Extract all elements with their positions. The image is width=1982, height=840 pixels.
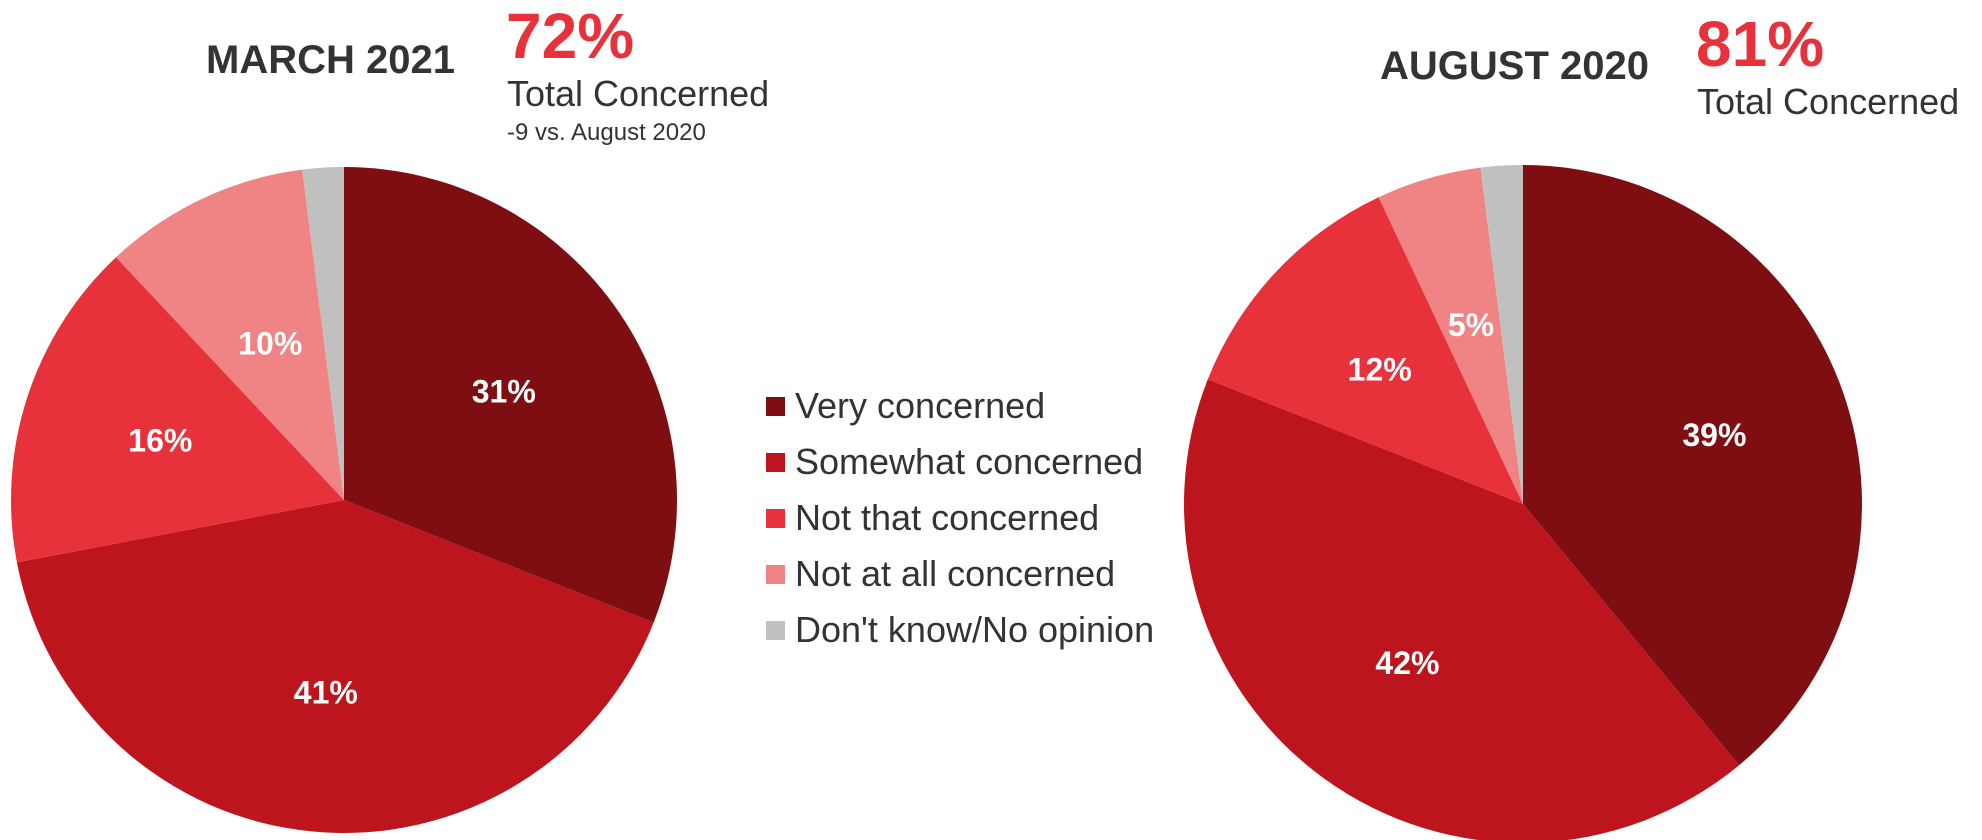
legend-label-very-concerned: Very concerned bbox=[795, 385, 1046, 426]
august-2020-label-somewhat-concerned: 42% bbox=[1375, 645, 1439, 681]
march-2021-label-not-that-concerned: 16% bbox=[128, 422, 192, 458]
august-2020-slice-not-at-all-concerned bbox=[1378, 167, 1523, 505]
legend-swatch-dont-know bbox=[766, 620, 785, 640]
august-2020-slice-not-that-concerned bbox=[1207, 197, 1523, 505]
legend-item-not-at-all-concerned: Not at all concerned bbox=[766, 546, 1154, 602]
march-2021-slice-somewhat-concerned bbox=[16, 500, 654, 833]
legend-swatch-not-that-concerned bbox=[766, 508, 785, 528]
legend-label-somewhat-concerned: Somewhat concerned bbox=[795, 441, 1144, 482]
legend-swatch-very-concerned bbox=[766, 396, 785, 416]
legend: Very concerned Somewhat concerned Not th… bbox=[766, 378, 1154, 658]
legend-item-very-concerned: Very concerned bbox=[766, 378, 1154, 434]
march-2021-slice-dont-know bbox=[302, 167, 344, 500]
march-2021-slice-very-concerned bbox=[344, 167, 677, 623]
august-2020-total-label: Total Concerned bbox=[1697, 81, 1960, 122]
august-2020-slice-very-concerned bbox=[1523, 165, 1863, 766]
march-2021-total-label: Total Concerned bbox=[507, 73, 770, 114]
august-2020-slice-somewhat-concerned bbox=[1184, 379, 1740, 840]
legend-label-dont-know: Don't know/No opinion bbox=[795, 609, 1155, 650]
august-2020-total-pct: 81% bbox=[1696, 8, 1825, 80]
legend-item-dont-know: Don't know/No opinion bbox=[766, 602, 1154, 658]
march-2021-change-note: -9 vs. August 2020 bbox=[507, 119, 706, 146]
august-2020-slice-dont-know bbox=[1480, 165, 1523, 504]
august-2020-label-not-at-all-concerned: 5% bbox=[1448, 307, 1494, 343]
august-2020-title: AUGUST 2020 bbox=[1380, 44, 1649, 88]
legend-label-not-at-all-concerned: Not at all concerned bbox=[795, 553, 1116, 594]
legend-swatch-somewhat-concerned bbox=[766, 452, 785, 472]
legend-item-not-that-concerned: Not that concerned bbox=[766, 490, 1154, 546]
march-2021-slice-not-that-concerned bbox=[11, 257, 345, 563]
august-2020-label-not-that-concerned: 12% bbox=[1348, 351, 1412, 387]
march-2021-title: MARCH 2021 bbox=[206, 38, 455, 82]
legend-item-somewhat-concerned: Somewhat concerned bbox=[766, 434, 1154, 490]
legend-swatch-not-at-all-concerned bbox=[766, 564, 785, 584]
legend-label-not-that-concerned: Not that concerned bbox=[795, 497, 1100, 538]
march-2021-label-somewhat-concerned: 41% bbox=[294, 674, 358, 710]
august-2020-label-very-concerned: 39% bbox=[1682, 417, 1746, 453]
march-2021-slice-not-at-all-concerned bbox=[116, 169, 345, 501]
march-2021-total-pct: 72% bbox=[506, 0, 635, 72]
march-2021-label-not-at-all-concerned: 10% bbox=[238, 325, 302, 361]
march-2021-label-very-concerned: 31% bbox=[472, 373, 536, 409]
